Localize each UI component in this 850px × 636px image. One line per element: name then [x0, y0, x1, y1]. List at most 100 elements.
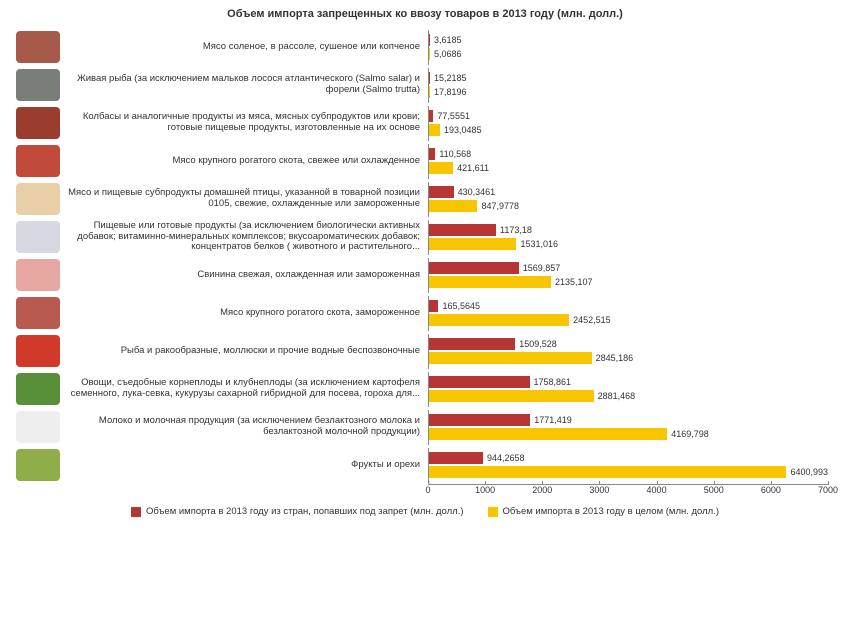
bar-banned: [429, 72, 430, 84]
bar-total: [429, 390, 594, 402]
category-row: Овощи, съедобные корнеплоды и клубнеплод…: [8, 370, 842, 408]
bar-total: [429, 314, 569, 326]
legend-swatch: [131, 507, 141, 517]
category-icon: [16, 449, 60, 481]
bar-value: 2135,107: [555, 277, 593, 287]
category-icon: [16, 107, 60, 139]
bar-value: 2452,515: [573, 315, 611, 325]
bars-cell: 1509,5282845,186: [428, 334, 828, 369]
bar-value: 847,9778: [481, 201, 519, 211]
x-tick: 7000: [818, 485, 838, 495]
category-icon: [16, 69, 60, 101]
bar-total: [429, 352, 592, 364]
bar-value: 3,6185: [434, 35, 462, 45]
bar-banned: [429, 414, 530, 426]
x-tick: 0: [425, 485, 430, 495]
bar-banned: [429, 148, 435, 160]
bar-total: [429, 428, 667, 440]
category-label: Рыба и ракообразные, моллюски и прочие в…: [68, 346, 428, 357]
bars-cell: 1771,419 4169,798: [428, 410, 828, 445]
chart-title: Объем импорта запрещенных ко ввозу товар…: [8, 8, 842, 20]
bar-value: 1569,857: [523, 263, 561, 273]
x-tick: 3000: [589, 485, 609, 495]
bars-cell: 77,5551 193,0485: [428, 106, 828, 141]
bar-value: 2845,186: [596, 353, 634, 363]
category-label: Мясо крупного рогатого скота, свежее или…: [68, 156, 428, 167]
bar-value: 110,568: [439, 149, 471, 159]
bar-value: 6400,993: [790, 467, 828, 477]
category-label: Молоко и молочная продукция (за исключен…: [68, 416, 428, 438]
category-icon: [16, 31, 60, 63]
category-label: Мясо крупного рогатого скота, замороженн…: [68, 308, 428, 319]
bar-value: 430,3461: [458, 187, 496, 197]
x-tick: 5000: [704, 485, 724, 495]
bar-total: [429, 124, 440, 136]
bars-cell: 430,3461 847,9778: [428, 182, 828, 217]
bar-value: 944,2658: [487, 453, 525, 463]
category-row: Мясо крупного рогатого скота, замороженн…: [8, 294, 842, 332]
bar-value: 5,0686: [434, 49, 462, 59]
bar-value: 77,5551: [437, 111, 470, 121]
category-icon: [16, 221, 60, 253]
legend-label: Объем импорта в 2013 году из стран, попа…: [146, 506, 464, 517]
category-icon: [16, 335, 60, 367]
category-row: Молоко и молочная продукция (за исключен…: [8, 408, 842, 446]
category-label: Колбасы и аналогичные продукты из мяса, …: [68, 112, 428, 134]
bar-total: [429, 48, 430, 60]
bars-cell: 944,2658 6400,993: [428, 448, 828, 483]
category-row: Рыба и ракообразные, моллюски и прочие в…: [8, 332, 842, 370]
category-label: Фрукты и орехи: [68, 460, 428, 471]
bars-cell: 1569,857 2135,107: [428, 258, 828, 293]
bars-cell: 15,2185 17,8196: [428, 68, 828, 103]
category-icon: [16, 259, 60, 291]
category-label: Овощи, съедобные корнеплоды и клубнеплод…: [68, 378, 428, 400]
bar-banned: [429, 262, 519, 274]
bar-total: [429, 466, 786, 478]
bar-total: [429, 276, 551, 288]
bar-banned: [429, 34, 430, 46]
x-tick: 1000: [475, 485, 495, 495]
bar-banned: [429, 338, 515, 350]
category-row: Фрукты и орехи 944,2658 6400,993: [8, 446, 842, 484]
bars-cell: 1173,18 1531,016: [428, 220, 828, 255]
bar-value: 15,2185: [434, 73, 467, 83]
category-icon: [16, 373, 60, 405]
bar-value: 17,8196: [434, 87, 467, 97]
category-label: Живая рыба (за исключением мальков лосос…: [68, 74, 428, 96]
category-row: Мясо соленое, в рассоле, сушеное или коп…: [8, 28, 842, 66]
bar-value: 4169,798: [671, 429, 709, 439]
bars-cell: 165,5645 2452,515: [428, 296, 828, 331]
bar-value: 421,611: [457, 163, 489, 173]
category-icon: [16, 411, 60, 443]
category-icon: [16, 183, 60, 215]
bar-value: 1771,419: [534, 415, 572, 425]
bar-total: [429, 238, 516, 250]
bar-value: 193,0485: [444, 125, 482, 135]
category-icon: [16, 145, 60, 177]
bar-total: [429, 200, 477, 212]
bar-banned: [429, 224, 496, 236]
category-label: Пищевые или готовые продукты (за исключе…: [68, 221, 428, 254]
category-label: Мясо соленое, в рассоле, сушеное или коп…: [68, 42, 428, 53]
category-row: Мясо и пищевые субпродукты домашней птиц…: [8, 180, 842, 218]
bar-banned: [429, 186, 454, 198]
x-tick: 6000: [761, 485, 781, 495]
bar-value: 2881,468: [598, 391, 636, 401]
bar-value: 1531,016: [520, 239, 558, 249]
bar-banned: [429, 376, 530, 388]
legend-item: Объем импорта в 2013 году в целом (млн. …: [488, 506, 720, 517]
bars-cell: 110,568 421,611: [428, 144, 828, 179]
category-icon: [16, 297, 60, 329]
bar-value: 1173,18: [500, 225, 532, 235]
bar-value: 1758,861: [534, 377, 572, 387]
legend-item: Объем импорта в 2013 году из стран, попа…: [131, 506, 464, 517]
bar-total: [429, 162, 453, 174]
category-label: Свинина свежая, охлажденная или замороже…: [68, 270, 428, 281]
chart: Мясо соленое, в рассоле, сушеное или коп…: [8, 28, 842, 484]
category-label: Мясо и пищевые субпродукты домашней птиц…: [68, 188, 428, 210]
bars-cell: 3,6185 5,0686: [428, 30, 828, 65]
bar-banned: [429, 300, 438, 312]
category-row: Колбасы и аналогичные продукты из мяса, …: [8, 104, 842, 142]
bars-cell: 1758,861 2881,468: [428, 372, 828, 407]
bar-value: 165,5645: [442, 301, 480, 311]
